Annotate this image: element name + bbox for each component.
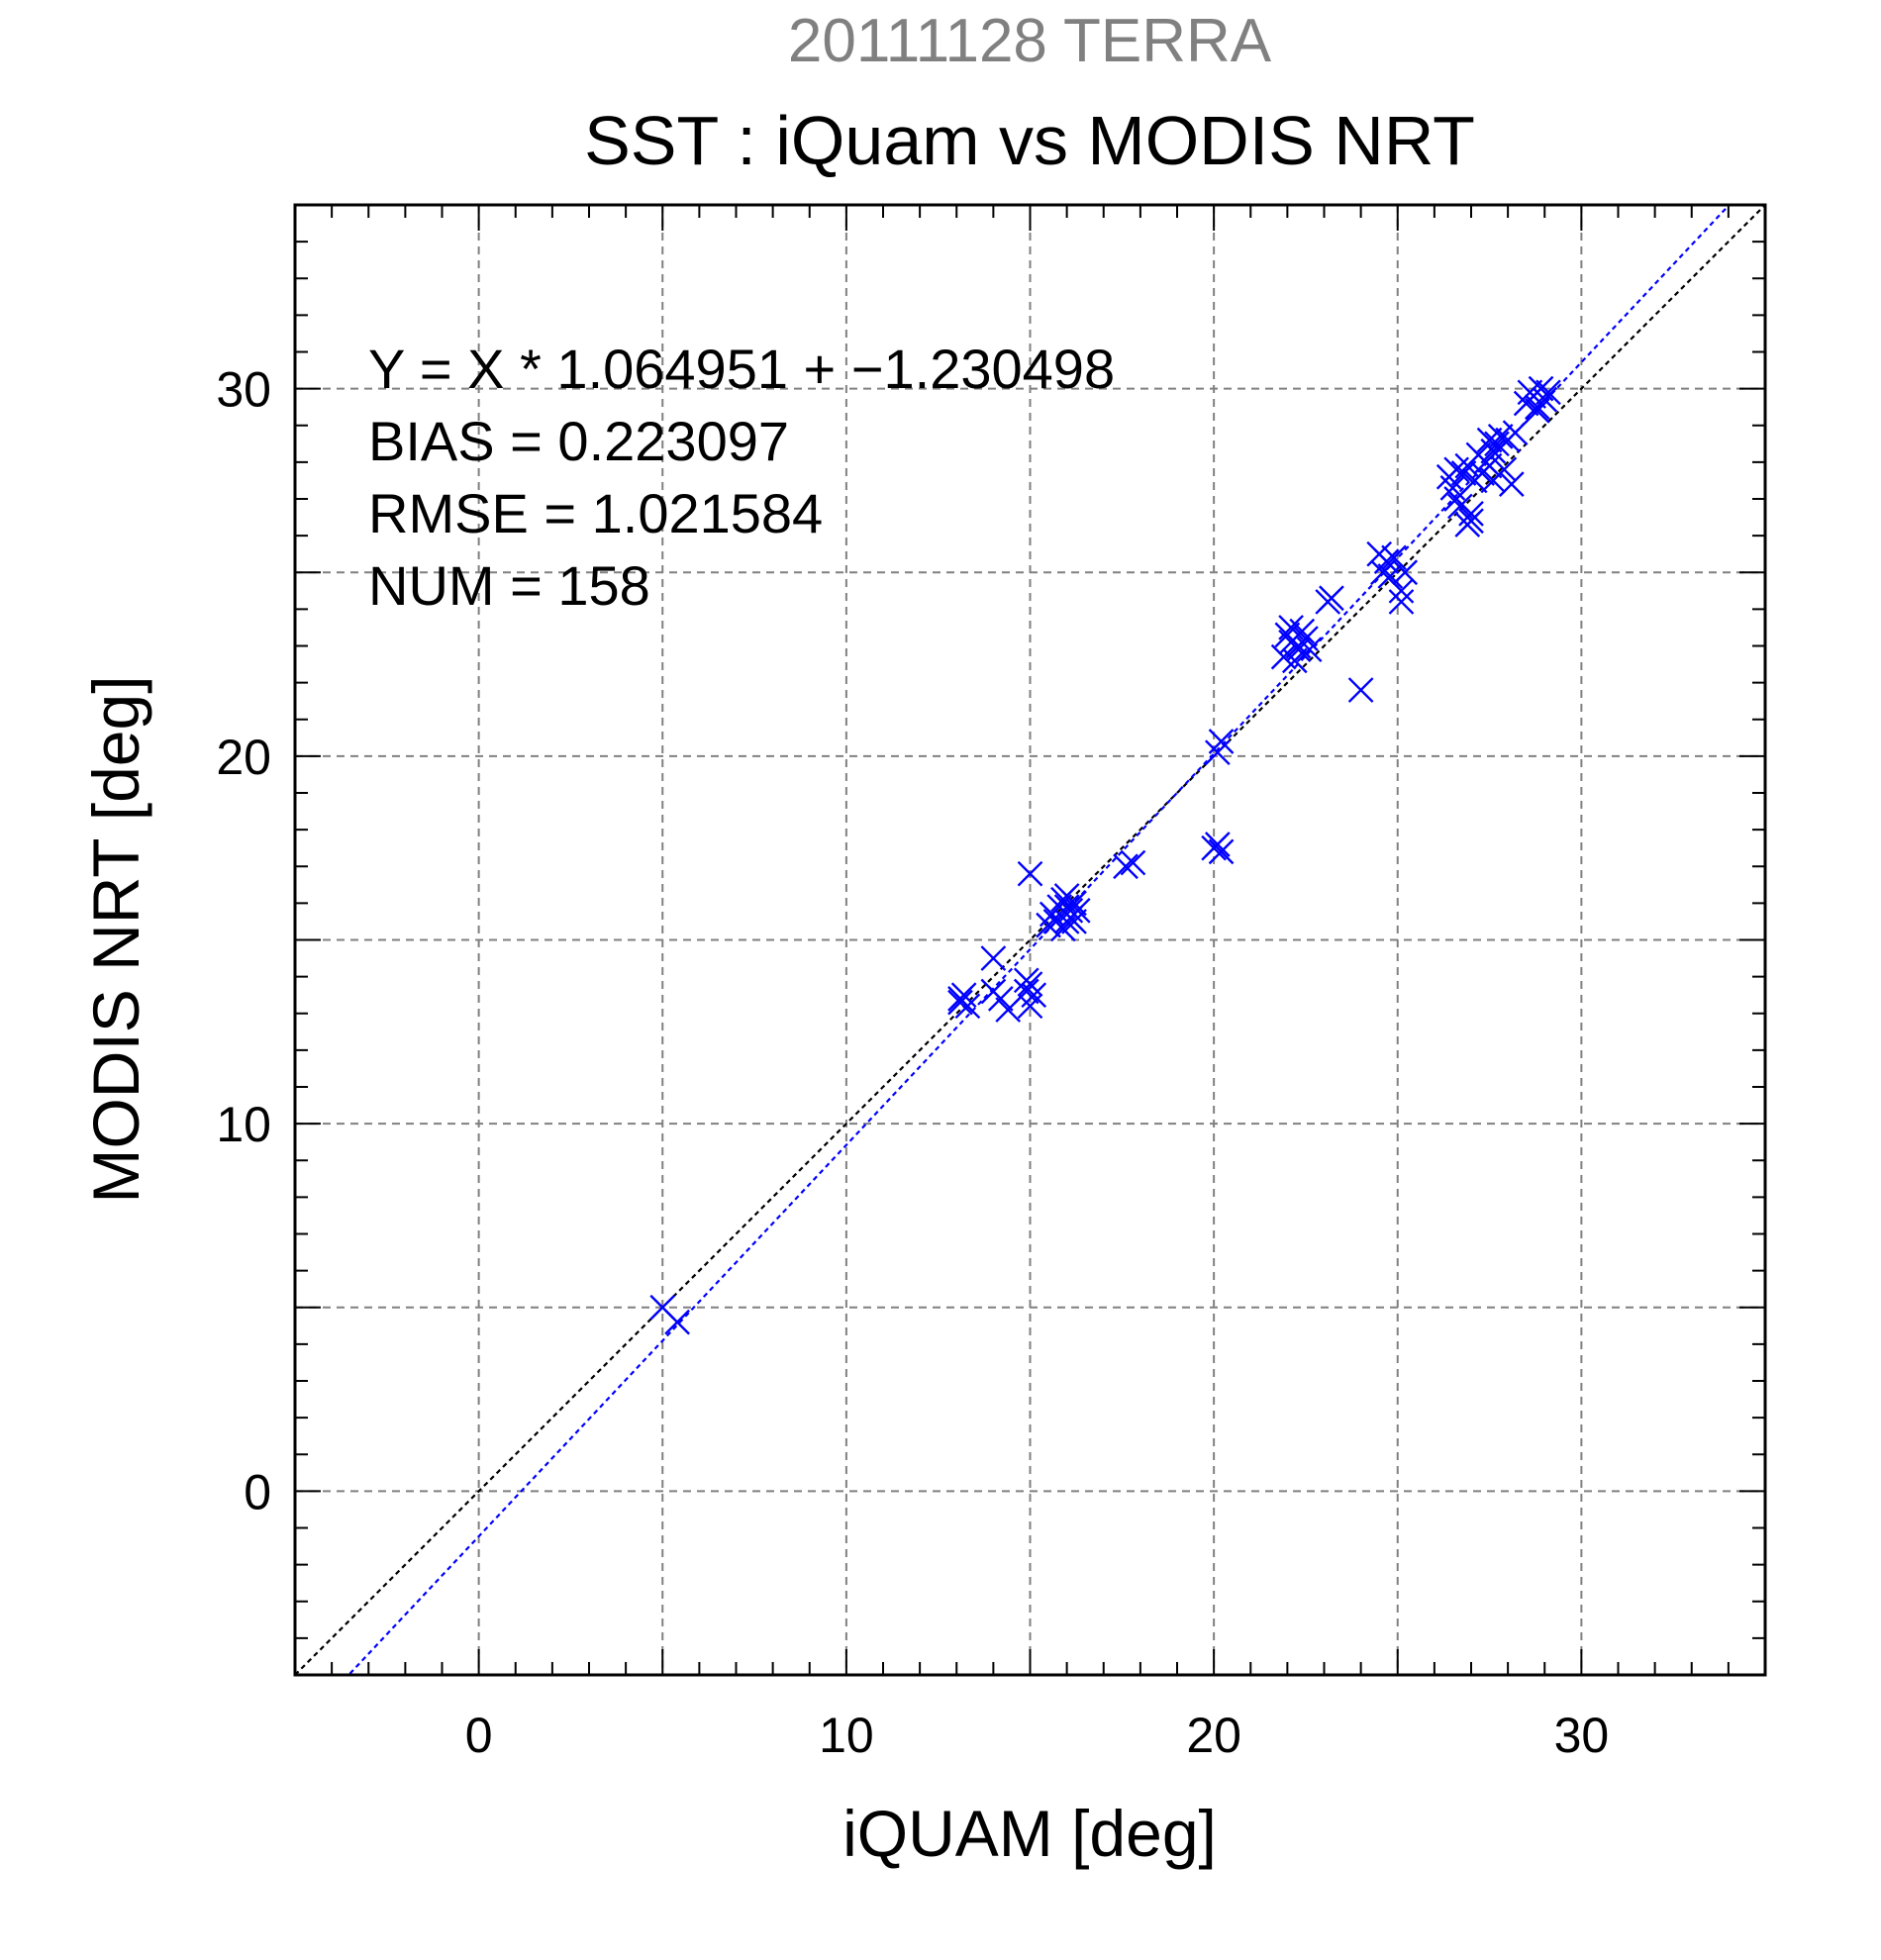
data-point: [1017, 860, 1043, 887]
data-point: [1388, 577, 1415, 604]
data-point: [1021, 982, 1047, 1009]
data-point: [1053, 894, 1080, 920]
data-point: [1443, 456, 1469, 483]
data-point: [1208, 729, 1235, 754]
stats-line: BIAS = 0.223097: [368, 410, 789, 472]
data-point: [1208, 838, 1235, 865]
data-point: [1392, 559, 1419, 586]
data-point: [1296, 637, 1323, 663]
x-axis-label: iQUAM [deg]: [842, 1797, 1217, 1870]
minor-ticks: [295, 205, 1765, 1675]
data-point: [1373, 548, 1400, 574]
data-point: [1120, 849, 1146, 876]
reference-lines: [295, 205, 1765, 1675]
chart-supertitle: 20111128 TERRA: [788, 7, 1272, 75]
x-tick-label: 20: [1186, 1708, 1241, 1763]
data-point: [1013, 978, 1040, 1005]
data-point: [1535, 379, 1561, 406]
stats-line: NUM = 158: [368, 554, 650, 617]
data-point: [1524, 398, 1550, 424]
data-point: [1465, 441, 1492, 468]
data-point: [1113, 853, 1138, 880]
data-point: [1458, 501, 1484, 527]
data-point: [1042, 909, 1069, 934]
stats-line: Y = X * 1.064951 + −1.230498: [368, 338, 1115, 400]
y-tick-label: 30: [216, 362, 271, 418]
data-point: [947, 986, 973, 1012]
x-tick-label: 10: [819, 1708, 874, 1763]
data-point: [1532, 386, 1558, 413]
data-point: [1204, 832, 1231, 857]
fit-line: [346, 205, 1732, 1675]
data-point: [1388, 589, 1415, 615]
data-point: [1450, 460, 1477, 486]
x-tick-label: 30: [1554, 1708, 1610, 1763]
y-tick-label: 20: [216, 730, 271, 785]
data-point: [1319, 585, 1344, 612]
data-point: [1053, 883, 1080, 909]
y-tick-label: 0: [244, 1464, 271, 1519]
y-tick-label: 10: [216, 1097, 271, 1152]
stats-line: RMSE = 1.021584: [368, 482, 823, 544]
x-tick-label: 0: [465, 1708, 493, 1763]
data-point: [980, 945, 1007, 971]
data-point: [1502, 420, 1529, 446]
data-point: [1476, 427, 1503, 453]
data-point: [1447, 493, 1473, 520]
data-point: [664, 1309, 690, 1335]
data-points: [649, 375, 1561, 1335]
grid-lines: [295, 205, 1765, 1675]
y-axis-label: MODIS NRT [deg]: [79, 675, 152, 1203]
data-point: [1381, 544, 1407, 571]
data-point: [987, 986, 1014, 1012]
stats-annotation: Y = X * 1.064951 + −1.230498 BIAS = 0.223…: [368, 338, 1115, 617]
tick-labels: 0 10 20 30 0 10 20 30: [216, 362, 1609, 1763]
identity-line: [295, 205, 1765, 1675]
plot-frame: [293, 203, 1767, 1677]
data-point: [1285, 637, 1312, 663]
data-point: [1278, 615, 1304, 640]
data-point: [1480, 467, 1507, 494]
data-point: [1013, 967, 1040, 994]
data-point: [1061, 909, 1087, 934]
data-point: [947, 989, 973, 1016]
chart-title: SST : iQuam vs MODIS NRT: [584, 102, 1475, 179]
data-point: [1347, 677, 1374, 703]
